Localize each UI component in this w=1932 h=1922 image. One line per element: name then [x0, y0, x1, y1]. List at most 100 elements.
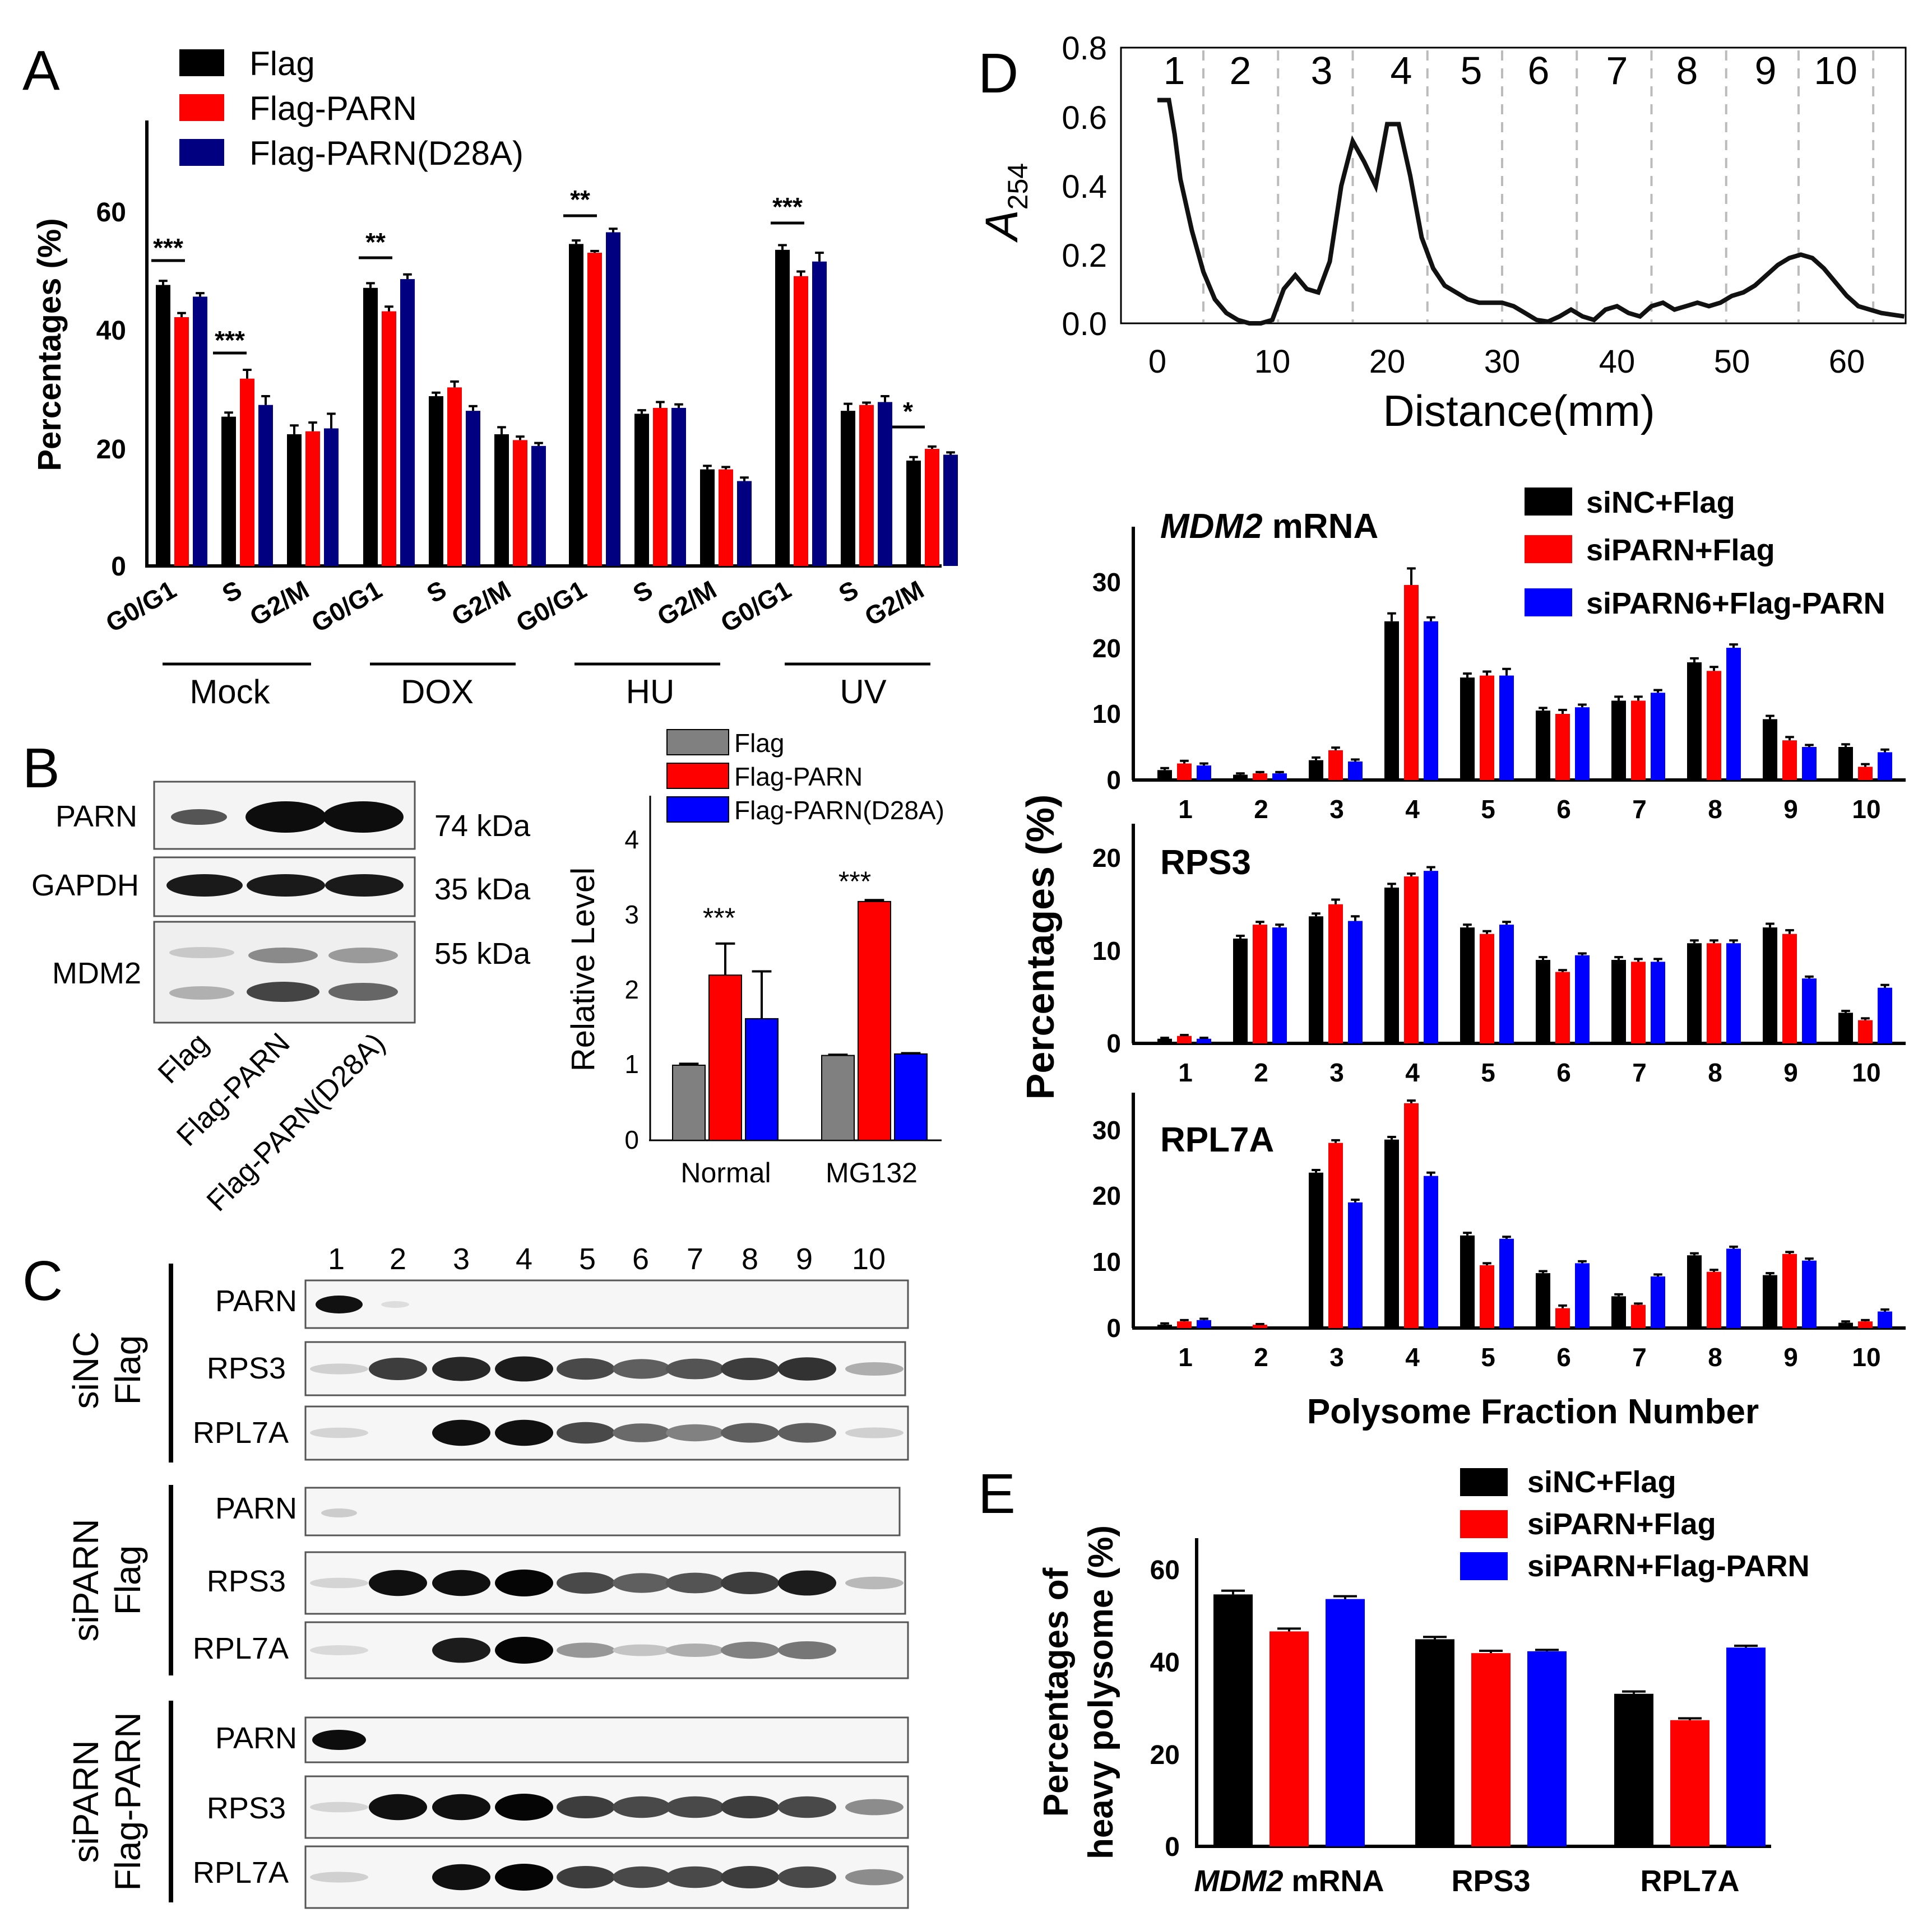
- panel-c-g3-row-parn: PARN: [215, 1721, 297, 1755]
- panel-d-profile-ytick-02: 0.2: [1062, 238, 1107, 274]
- panel-d-profile-y-label-main: A: [976, 210, 1027, 243]
- panel-d-sub3-bar-f10-s2: [1878, 1311, 1892, 1328]
- panel-d-sub1-bar-f6-s1: [1555, 714, 1570, 780]
- panel-a-legend-flag-parn: Flag-PARN: [249, 90, 417, 127]
- panel-d-fraction-label-8: 8: [1676, 49, 1698, 92]
- panel-e-legend-swatch-sinc: [1460, 1468, 1508, 1496]
- panel-d-profile-ytick-0: 0.0: [1062, 306, 1107, 342]
- panel-c-g3-rpl7a-band-5: [557, 1866, 615, 1888]
- panel-c-g2-rps3-band-10: [845, 1576, 904, 1590]
- panel-a-bar-dox-g2m-s1: [513, 440, 527, 566]
- panel-a-bar-hu-g2m-s1: [719, 469, 733, 566]
- panel-a-bar-dox-g0g1-s2: [400, 279, 415, 566]
- panel-d-sub1-bar-f5-s2: [1499, 675, 1514, 780]
- panel-a-bar-uv-g0g1-s0: [775, 249, 790, 567]
- panel-a-xtick-mock-g1: G0/G1: [101, 575, 181, 638]
- panel-a-xtick-dox-g1: G0/G1: [307, 575, 387, 638]
- panel-d-sub3-xtick-4: 4: [1405, 1343, 1420, 1372]
- panel-a-bar-uv-g2m-s0: [906, 460, 921, 566]
- panel-e: E siNC+Flag siPARN+Flag siPARN+Flag-PARN…: [978, 1463, 1810, 1898]
- panel-d-sub1-xtick-10: 10: [1852, 795, 1880, 824]
- panel-c-g1-rpl7a-band-3: [432, 1419, 490, 1446]
- panel-e-xtick-rps3: RPS3: [1451, 1864, 1530, 1898]
- panel-d-sub1-bar-f9-s0: [1763, 719, 1777, 780]
- panel-c-g3-row-rps3: RPS3: [207, 1791, 286, 1825]
- panel-c-g3-rpl7a-band-10: [845, 1869, 904, 1886]
- panel-d-sub1-bars: [1157, 567, 1892, 780]
- panel-d-sub2-xtick-5: 5: [1481, 1058, 1495, 1087]
- panel-b-legend-swatch-d28a: [666, 796, 729, 823]
- panel-e-bar-c2-s0: [1614, 1693, 1653, 1846]
- panel-e-legend-siparn: siPARN+Flag: [1527, 1507, 1716, 1541]
- panel-b-band-parn-1: [171, 809, 227, 825]
- panel-d-sub2-xtick-8: 8: [1708, 1058, 1722, 1087]
- panel-c-g3-rps3-band-8: [721, 1796, 779, 1818]
- panel-d-sub3-xtick-6: 6: [1556, 1343, 1571, 1372]
- panel-c-g3-rps3-band-10: [845, 1799, 904, 1816]
- panel-d-profile-ytick-04: 0.4: [1062, 169, 1107, 205]
- panel-e-bar-c2-s2: [1726, 1647, 1766, 1846]
- panel-c-g1-rpl7a-band-9: [778, 1423, 836, 1443]
- panel-c-g2-blot-parn: [304, 1487, 901, 1536]
- panel-d-sub2-bar-f7-s0: [1611, 960, 1626, 1043]
- panel-b-row-parn: PARN: [55, 800, 137, 833]
- panel-d-sub1-ytick-20: 20: [1092, 634, 1121, 663]
- panel-d-sub1-bar-f9-s2: [1802, 747, 1817, 780]
- panel-d-sub2-ytick-0: 0: [1106, 1029, 1121, 1058]
- panel-c-g3-blot-parn: [304, 1716, 909, 1763]
- panel-d-sub3-bar-f1-s2: [1197, 1320, 1211, 1328]
- panel-a-group-dox: DOX: [401, 673, 474, 711]
- panel-c-g2-rpl7a-band-3: [432, 1637, 490, 1663]
- panel-d-sub1-ytick-0: 0: [1106, 765, 1121, 795]
- panel-d-sub1-bar-f3-s2: [1348, 761, 1363, 780]
- panel-c-g3-rpl7a-band-7: [666, 1866, 724, 1888]
- panel-c-g1-rps3-band-5: [557, 1358, 615, 1380]
- panel-d-profile-y-ticks: 0.0 0.2 0.4 0.6 0.8: [1062, 30, 1107, 342]
- panel-a-bar-mock-g0g1-s2: [193, 296, 207, 566]
- panel-a-bar-dox-g0g1-s0: [363, 287, 378, 566]
- panel-b-kda-74: 74 kDa: [434, 809, 531, 843]
- panel-d-fraction-label-4: 4: [1391, 49, 1412, 92]
- panel-c-fraction-10: 10: [852, 1242, 886, 1276]
- panel-d-sub2-bar-f2-s1: [1253, 925, 1267, 1043]
- panel-d-sub3-ytick-10: 10: [1092, 1247, 1121, 1276]
- panel-d-sub2-bar-f6-s0: [1536, 960, 1550, 1043]
- panel-c-g1-row-rpl7a: RPL7A: [193, 1416, 289, 1450]
- panel-a-y-ticks: 0 20 40 60: [96, 198, 126, 582]
- panel-b-xtick-mg132: MG132: [826, 1157, 918, 1189]
- panel-c-g2-rps3-band-5: [557, 1572, 615, 1594]
- panel-c-g1-rpl7a-bands: [310, 1419, 904, 1446]
- panel-e-bar-c1-s2: [1527, 1651, 1567, 1846]
- panel-c-g3-rpl7a-band-9: [778, 1866, 836, 1888]
- panel-b-bar-mg132-s1: [858, 900, 891, 1141]
- panel-a-bar-hu-s-s1: [653, 407, 668, 566]
- panel-c-g3-rps3-band-5: [557, 1796, 615, 1818]
- panel-d-sub1-title: MDM2 mRNA: [1160, 507, 1378, 546]
- panel-c-g2-rpl7a-band-1: [310, 1645, 368, 1655]
- panel-c-g2-row-parn: PARN: [215, 1492, 297, 1525]
- panel-a-bar-hu-s-s0: [634, 414, 649, 566]
- panel-a-legend-swatch-d28a: [179, 139, 224, 166]
- panel-d-sub2-xtick-3: 3: [1329, 1058, 1344, 1087]
- panel-c-g2-rps3-band-8: [721, 1572, 779, 1594]
- panel-c-g2-rpl7a-bands: [310, 1637, 836, 1664]
- panel-d-sub2-bar-f4-s0: [1384, 887, 1399, 1043]
- panel-c-g1-rpl7a-band-6: [613, 1423, 671, 1442]
- panel-c-g2-row-rpl7a: RPL7A: [193, 1632, 289, 1665]
- panel-d-sub1-bar-f3-s1: [1328, 750, 1343, 780]
- panel-d-sub1-bar-f1-s1: [1177, 763, 1192, 780]
- panel-e-letter: E: [978, 1463, 1016, 1525]
- panel-d-sub3-xtick-2: 2: [1254, 1343, 1268, 1372]
- panel-b-bar-normal-s1: [708, 974, 742, 1141]
- panel-c-g2-rps3-band-6: [613, 1573, 671, 1593]
- panel-c-fraction-7: 7: [687, 1242, 703, 1276]
- panel-c-g1-rps3-band-1: [310, 1363, 368, 1375]
- panel-c-g3-rps3-band-7: [666, 1796, 724, 1818]
- panel-b-legend-d28a: Flag-PARN(D28A): [734, 796, 944, 825]
- panel-c-g1-rps3-band-4: [495, 1356, 553, 1382]
- panel-d-sub3-xtick-9: 9: [1783, 1343, 1798, 1372]
- panel-d-sub2-bar-f5-s2: [1499, 925, 1514, 1043]
- panel-e-xtick-mdm2-rest: mRNA: [1283, 1864, 1384, 1898]
- panel-d-sub3-bar-f1-s1: [1177, 1321, 1192, 1328]
